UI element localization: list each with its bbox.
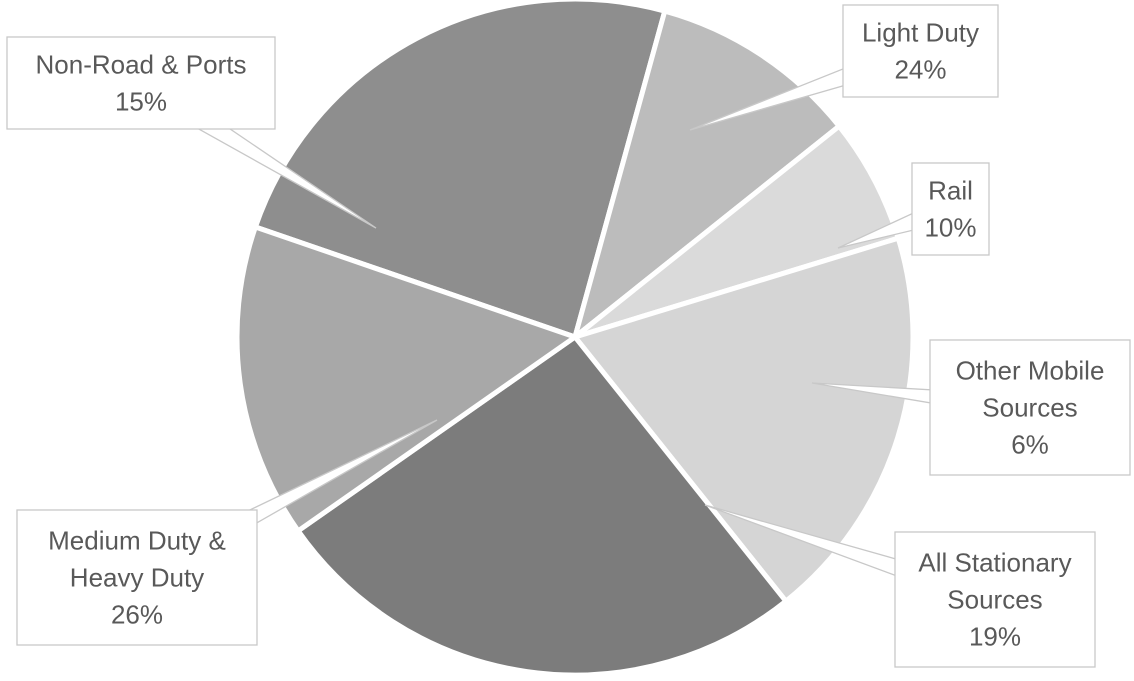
data-label: Non-Road & Ports 15% (6, 36, 276, 130)
data-label-category: Light Duty (862, 18, 979, 48)
data-label-percent: 24% (894, 55, 946, 85)
data-label-box (911, 162, 990, 256)
data-label-category: Medium Duty & (48, 526, 226, 556)
pie-slice-all-stationary-sources (572, 235, 916, 604)
data-label: Medium Duty & Heavy Duty 26% (16, 509, 258, 646)
data-label-percent: 10% (924, 213, 976, 243)
data-labels-layer: Light Duty 24% Rail 10% Other Mobile Sources 6… (6, 4, 1131, 668)
data-label-category: Other Mobile (956, 356, 1105, 386)
data-label-category: Sources (947, 585, 1042, 615)
data-label-box (929, 339, 1131, 476)
data-label-category: Non-Road & Ports (36, 50, 247, 80)
data-label-box (16, 509, 258, 646)
data-label-category: Sources (982, 393, 1077, 423)
pie-slice-rail (572, 8, 842, 340)
data-label-box (894, 531, 1096, 668)
data-label: Rail 10% (911, 162, 990, 256)
data-label-percent: 15% (115, 87, 167, 117)
data-label-box (842, 4, 999, 98)
data-label-category: All Stationary (918, 548, 1071, 578)
data-label: All Stationary Sources 19% (894, 531, 1096, 668)
pie-slice-medium-duty-heavy-duty (295, 334, 789, 678)
data-label-box (6, 36, 276, 130)
data-label: Other Mobile Sources 6% (929, 339, 1131, 476)
data-label: Light Duty 24% (842, 4, 999, 98)
data-label-percent: 19% (969, 622, 1021, 652)
data-label-category: Rail (928, 176, 973, 206)
data-label-percent: 6% (1011, 430, 1049, 460)
data-label-percent: 26% (111, 600, 163, 630)
slices-layer (234, 0, 916, 678)
data-label-category: Heavy Duty (70, 563, 204, 593)
